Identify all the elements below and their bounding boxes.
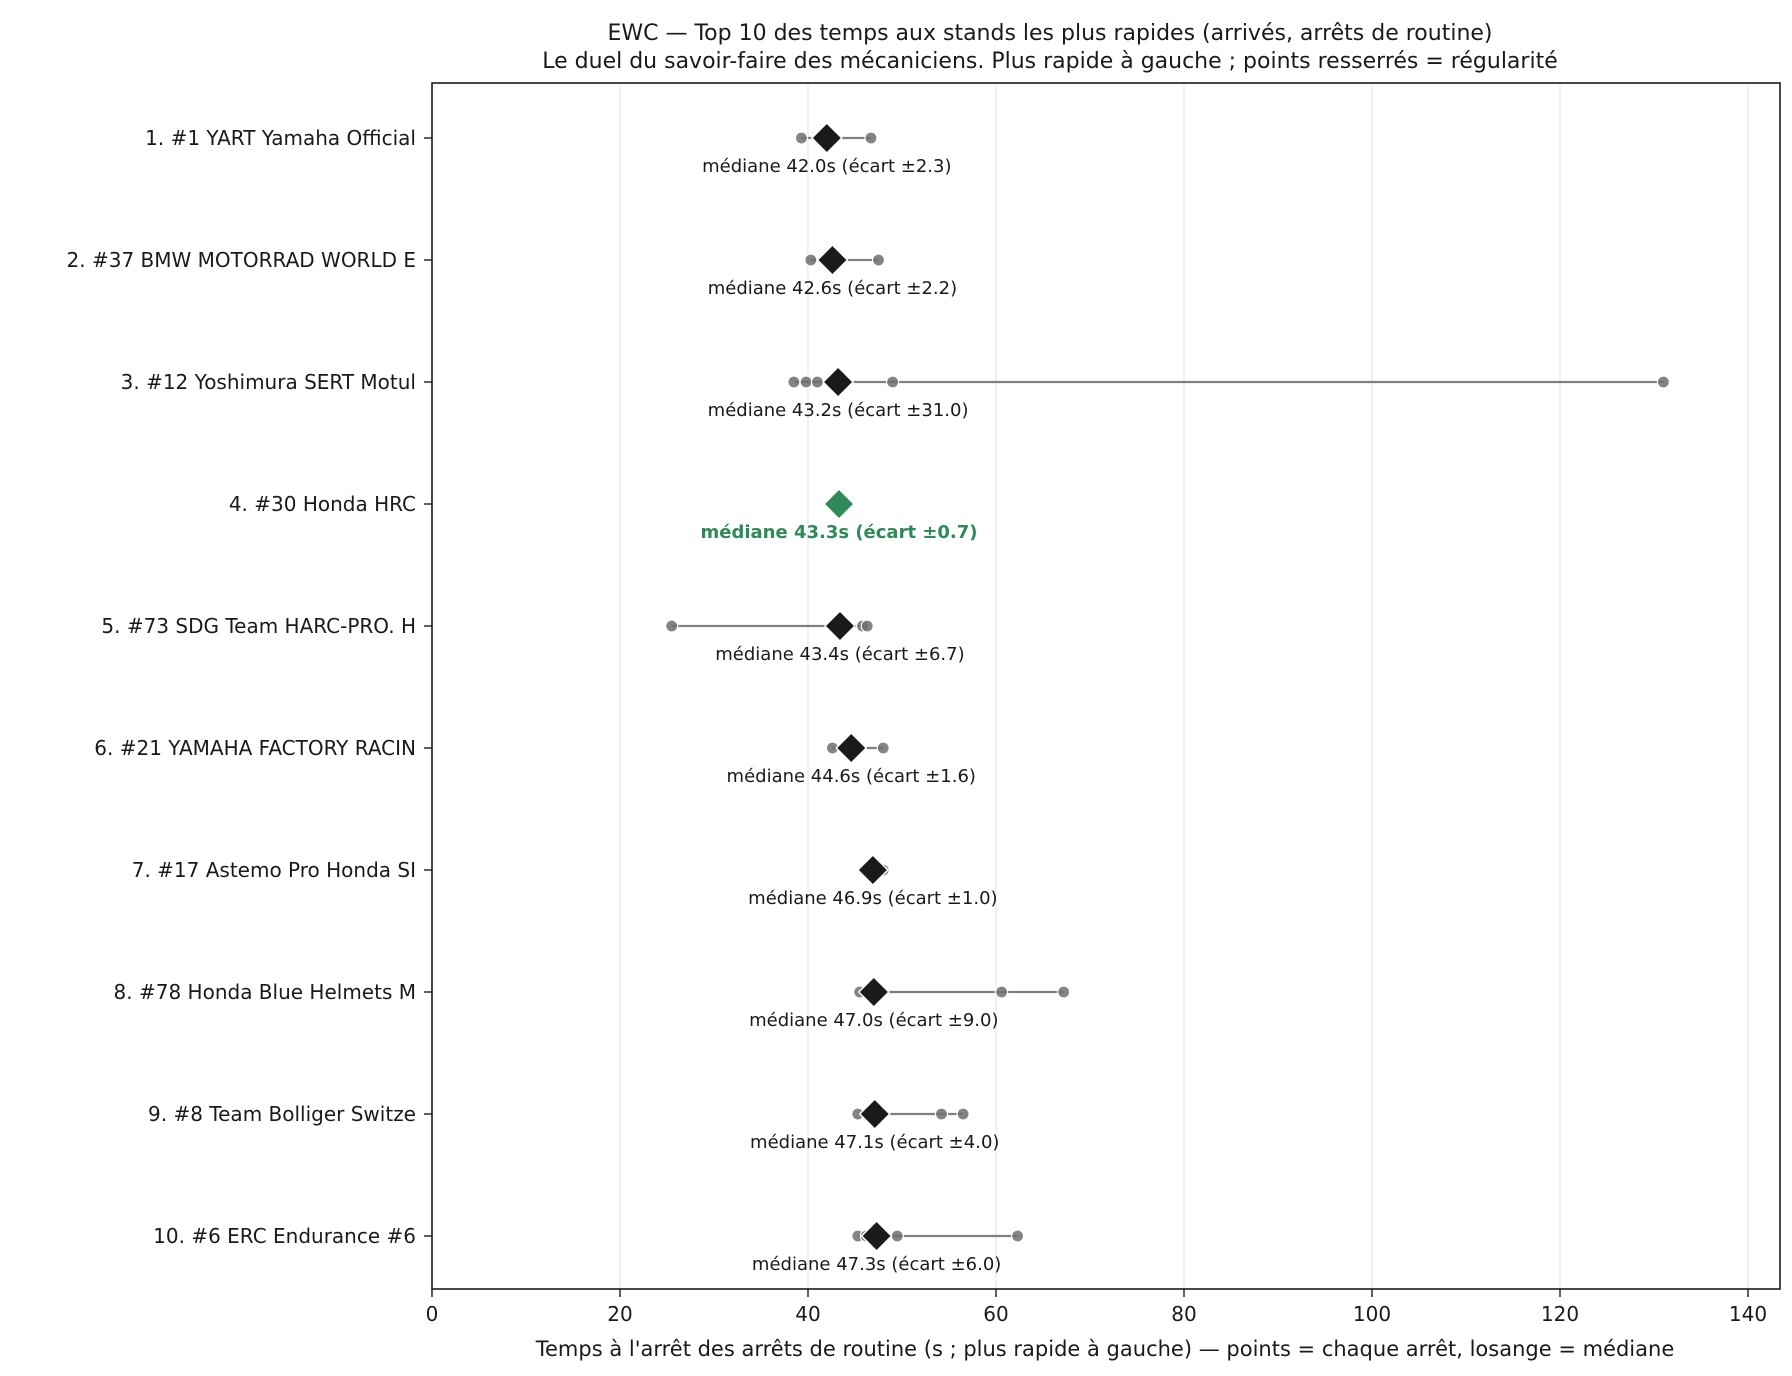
x-tick-label: 40 (795, 1302, 820, 1326)
x-tick-label: 140 (1729, 1302, 1767, 1326)
x-tick-label: 0 (426, 1302, 439, 1326)
stop-point (1011, 1229, 1025, 1243)
median-diamond (856, 853, 889, 887)
team-label: 5. #73 SDG Team HARC-PRO. H (101, 614, 416, 638)
stop-point (885, 375, 900, 389)
x-tick-label: 20 (607, 1302, 632, 1326)
median-diamond (835, 731, 868, 765)
stop-point (995, 985, 1009, 999)
median-annotation: médiane 47.3s (écart ±6.0) (752, 1254, 1001, 1275)
median-diamond (858, 1097, 891, 1131)
median-diamond (822, 487, 856, 521)
median-annotation: médiane 47.1s (écart ±4.0) (750, 1132, 999, 1153)
median-annotation: médiane 43.3s (écart ±0.7) (700, 522, 977, 543)
median-annotation: médiane 42.6s (écart ±2.2) (708, 278, 957, 299)
plot-frame (431, 82, 1781, 1290)
stop-point (799, 375, 813, 389)
team-label: 1. #1 YART Yamaha Official (145, 126, 416, 150)
y-axis-ticks: 1. #1 YART Yamaha Official 2. #37 BMW MOT… (67, 126, 432, 1248)
team-label: 9. #8 Team Bolliger Switze (148, 1102, 416, 1126)
median-annotation: médiane 46.9s (écart ±1.0) (748, 888, 997, 909)
chart-title: EWC — Top 10 des temps aux stands les pl… (607, 21, 1492, 46)
team-label: 8. #78 Honda Blue Helmets M (114, 980, 416, 1004)
x-tick-label: 60 (983, 1302, 1008, 1326)
stop-point (871, 253, 886, 267)
median-diamond (860, 1219, 893, 1253)
median-diamond (857, 975, 890, 1009)
team-label: 10. #6 ERC Endurance #6 (153, 1224, 416, 1248)
median-annotation: médiane 47.0s (écart ±9.0) (749, 1010, 998, 1031)
median-annotation: médiane 43.2s (écart ±31.0) (708, 400, 969, 421)
stop-point (864, 131, 878, 145)
team-label: 6. #21 YAMAHA FACTORY RACIN (94, 736, 416, 760)
stop-point (1656, 375, 1671, 389)
stop-point (665, 619, 679, 633)
median-diamond (816, 243, 849, 277)
median-diamond (822, 365, 855, 399)
stop-point (787, 375, 801, 389)
median-diamond (810, 121, 843, 155)
median-annotation: médiane 43.4s (écart ±6.7) (715, 644, 964, 665)
team-label: 4. #30 Honda HRC (229, 492, 416, 516)
x-tick-label: 120 (1541, 1302, 1579, 1326)
team-label: 3. #12 Yoshimura SERT Motul (121, 370, 416, 394)
plot-marks: médiane 42.0s (écart ±2.3) médiane 42.6s … (665, 121, 1671, 1275)
stop-point (794, 131, 809, 145)
stop-point (1057, 985, 1071, 999)
stop-point (860, 619, 874, 633)
team-label: 2. #37 BMW MOTORRAD WORLD E (67, 248, 416, 272)
stop-point (810, 375, 825, 389)
x-axis-ticks: 0 20 40 60 80 100 120 140 (426, 1289, 1767, 1326)
x-axis-label: Temps à l'arrêt des arrêts de routine (s… (535, 1337, 1675, 1361)
stop-point (876, 741, 890, 755)
x-tick-label: 100 (1353, 1302, 1391, 1326)
x-gridlines (619, 83, 1749, 1289)
team-label: 7. #17 Astemo Pro Honda SI (132, 858, 416, 882)
x-tick-label: 80 (1171, 1302, 1196, 1326)
chart-subtitle: Le duel du savoir-faire des mécaniciens.… (542, 49, 1557, 74)
stop-point (890, 1229, 904, 1243)
stop-point (804, 253, 818, 267)
median-diamond (823, 609, 857, 643)
median-annotation: médiane 44.6s (écart ±1.6) (727, 766, 976, 787)
stop-point (956, 1107, 970, 1121)
stop-point (934, 1107, 949, 1121)
median-annotation: médiane 42.0s (écart ±2.3) (702, 156, 951, 177)
